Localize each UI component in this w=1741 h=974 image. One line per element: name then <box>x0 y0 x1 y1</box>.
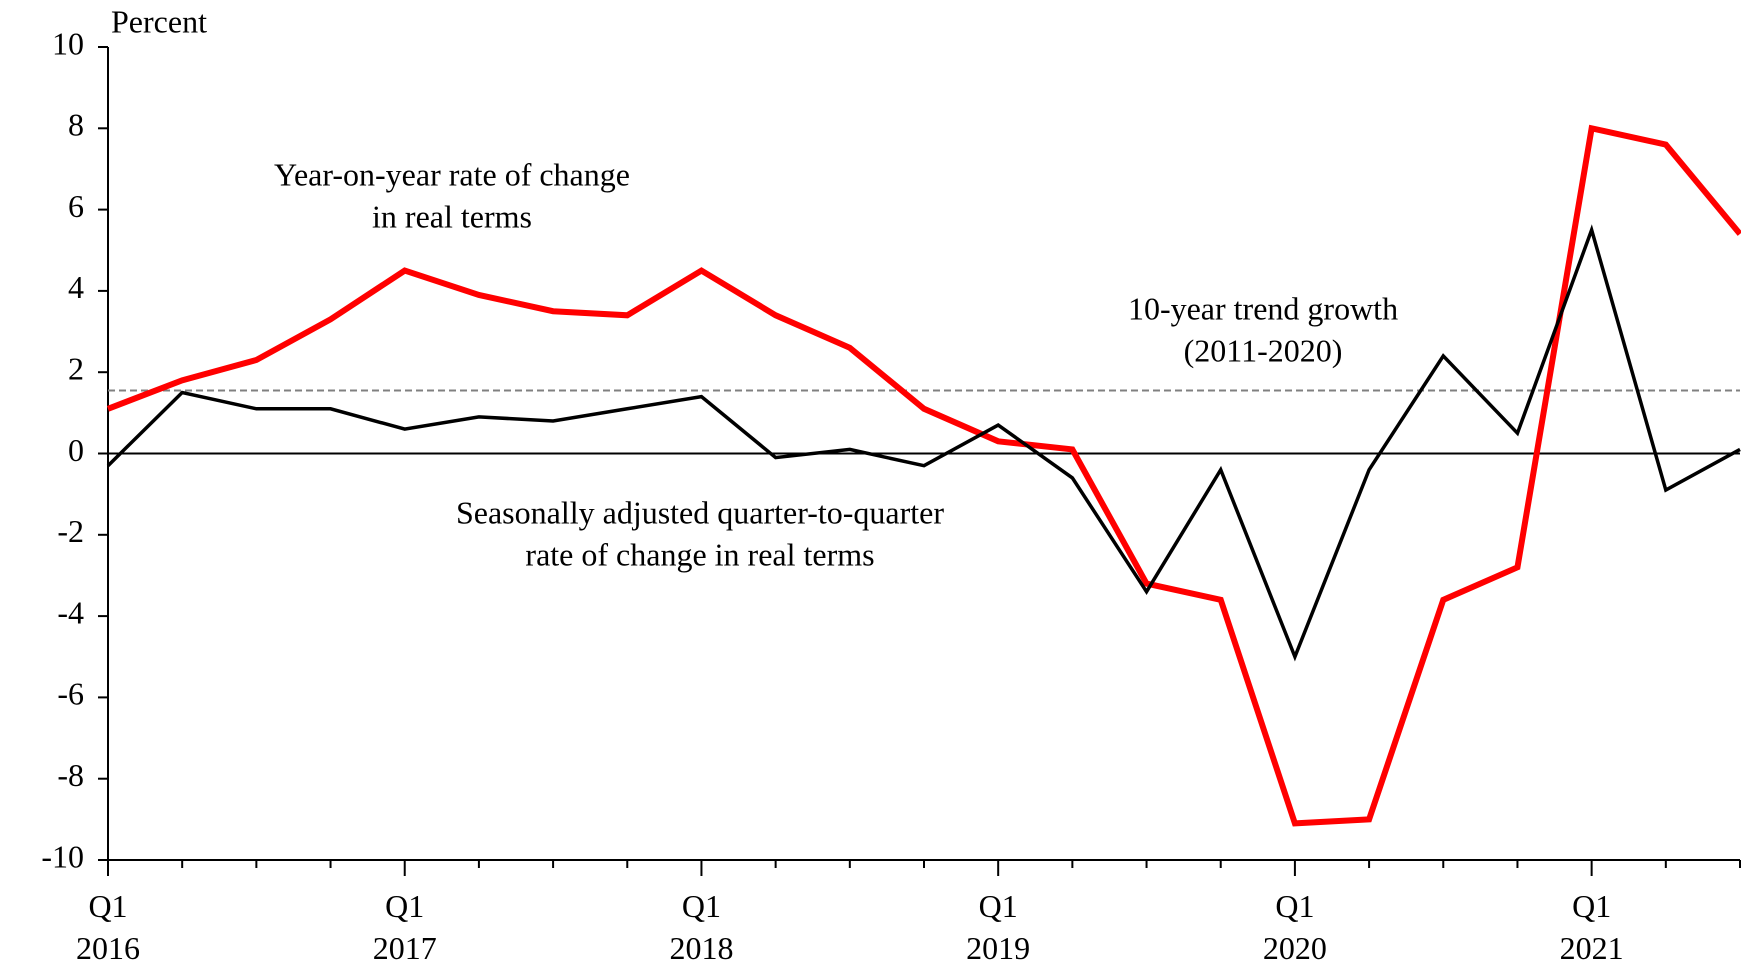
y-axis-label: Percent <box>111 3 207 39</box>
y-tick-label: -10 <box>41 838 84 874</box>
annotation: 10-year trend growth <box>1128 290 1398 326</box>
y-tick-label: -2 <box>57 513 84 549</box>
x-tick-label: Q1 2021 <box>1560 888 1624 966</box>
y-tick-label: 10 <box>52 25 84 61</box>
y-tick-label: 2 <box>68 351 84 387</box>
annotation: Seasonally adjusted quarter-to-quarter <box>456 494 944 530</box>
x-tick-label: Q1 2020 <box>1263 888 1327 966</box>
y-tick-label: -6 <box>57 676 84 712</box>
series-line <box>106 124 1741 827</box>
y-tick-label: -4 <box>57 594 84 630</box>
annotation: in real terms <box>372 198 532 234</box>
x-tick-label: Q1 2017 <box>373 888 437 966</box>
y-tick-label: -8 <box>57 757 84 793</box>
y-tick-label: 8 <box>68 107 84 143</box>
series-line <box>106 224 1741 662</box>
x-tick-label: Q1 2016 <box>76 888 140 966</box>
x-tick-label: Q1 2018 <box>669 888 733 966</box>
annotation: Year-on-year rate of change <box>274 156 630 192</box>
y-tick-label: 6 <box>68 188 84 224</box>
y-tick-label: 0 <box>68 432 84 468</box>
annotation: (2011-2020) <box>1184 332 1343 368</box>
annotation: rate of change in real terms <box>525 536 874 572</box>
x-tick-label: Q1 2019 <box>966 888 1030 966</box>
y-tick-label: 4 <box>68 269 84 305</box>
